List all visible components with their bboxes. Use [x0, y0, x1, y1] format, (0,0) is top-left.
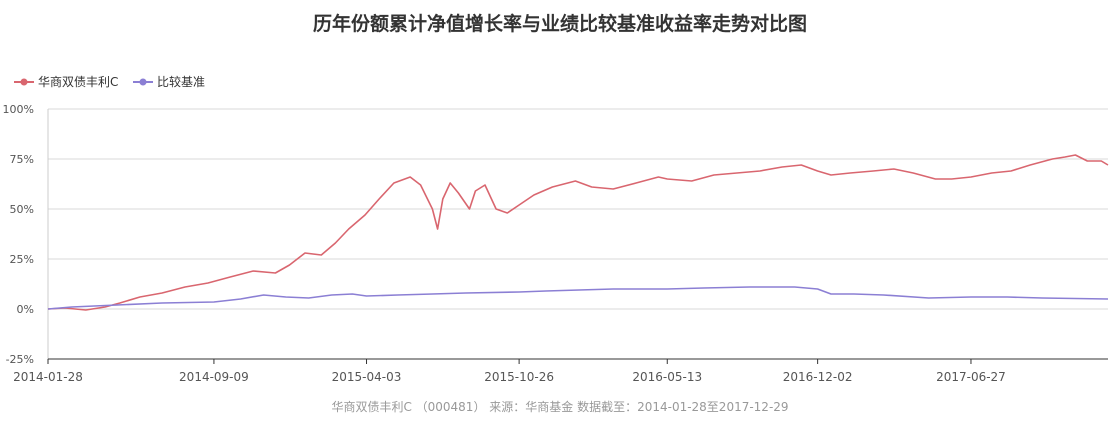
- y-tick-label: 75%: [10, 153, 34, 166]
- x-tick-label: 2015-10-26: [484, 370, 554, 384]
- x-tick-label: 2016-05-13: [632, 370, 702, 384]
- y-tick-label: 25%: [10, 253, 34, 266]
- x-tick-label: 2017-06-27: [936, 370, 1006, 384]
- legend-label: 比较基准: [157, 74, 205, 89]
- x-tick-label: 2014-09-09: [179, 370, 249, 384]
- chart-title: 历年份额累计净值增长率与业绩比较基准收益率走势对比图: [313, 12, 807, 35]
- x-tick-label: 2015-04-03: [332, 370, 402, 384]
- y-tick-label: -25%: [6, 353, 34, 366]
- legend-label: 华商双债丰利C: [38, 74, 118, 89]
- legend-item-series-1[interactable]: 比较基准: [133, 74, 205, 89]
- x-axis: 2014-01-28 2014-09-09 2015-04-03 2015-10-26…: [13, 358, 1108, 384]
- legend-item-series-0[interactable]: 华商双债丰利C: [14, 74, 118, 89]
- legend: 华商双债丰利C 比较基准: [14, 74, 205, 89]
- legend-marker-dot: [139, 78, 147, 86]
- y-tick-label: 100%: [3, 103, 34, 116]
- y-tick-label: 50%: [10, 203, 34, 216]
- x-tick-label: 2016-12-02: [783, 370, 853, 384]
- series-line-0: [47, 154, 1109, 311]
- grid: [47, 108, 1108, 360]
- series-lines: [47, 154, 1109, 311]
- y-axis: 100% 75% 50% 25% 0% -25%: [3, 103, 34, 366]
- series-line-1: [47, 286, 1109, 310]
- x-tick-label: 2014-01-28: [13, 370, 83, 384]
- y-tick-label: 0%: [17, 303, 34, 316]
- legend-marker-dot: [20, 78, 28, 86]
- chart-footer: 华商双债丰利C （000481） 来源：华商基金 数据截至：2014-01-28…: [331, 399, 788, 414]
